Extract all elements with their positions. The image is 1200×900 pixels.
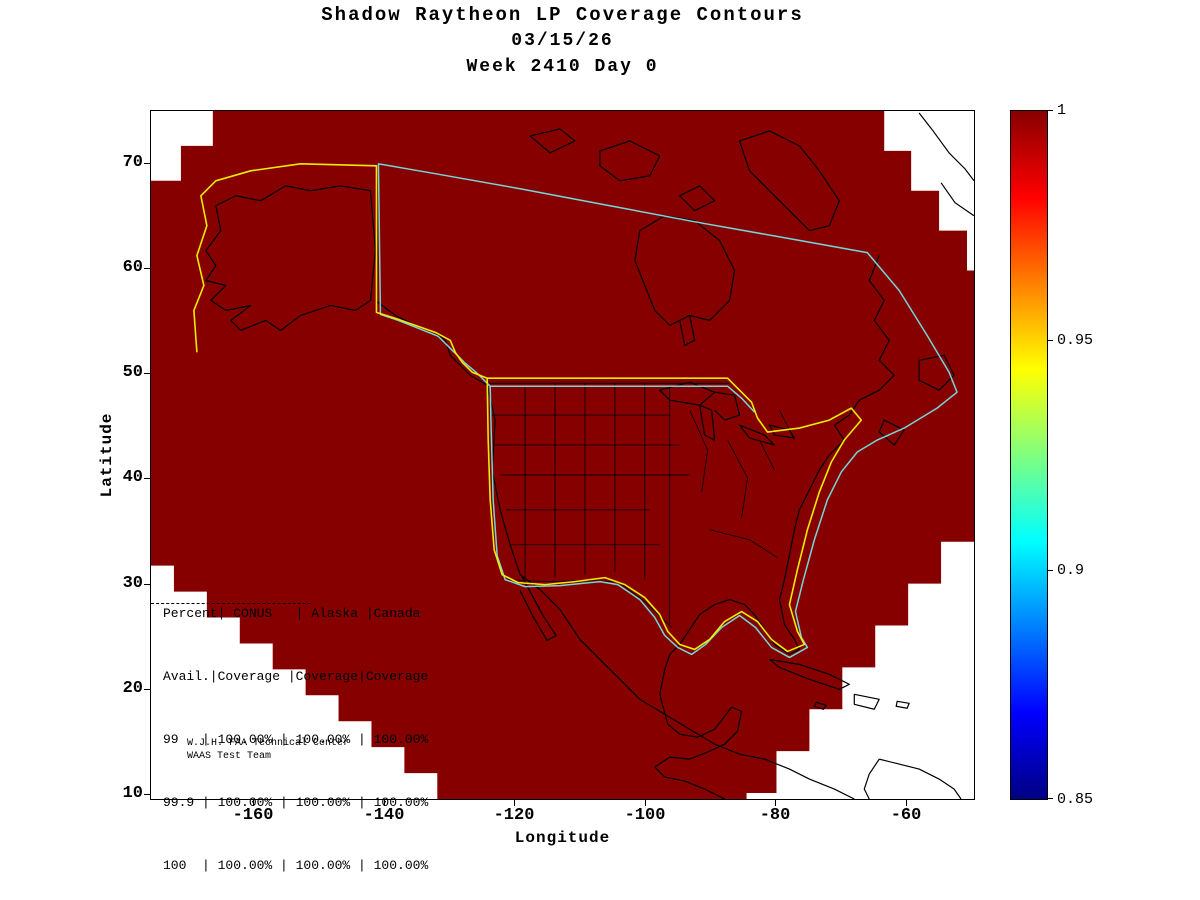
x-tick-mark <box>645 800 646 806</box>
x-tick-label: -80 <box>759 806 791 825</box>
y-tick-mark <box>144 373 150 374</box>
colorbar-tick-label: 1 <box>1057 102 1067 119</box>
availability-table-row-99-9: 99.9 | 100.00% | 100.00% | 100.00% <box>163 795 429 810</box>
colorbar-tick-mark <box>1048 340 1053 341</box>
y-tick-label: 20 <box>122 679 143 698</box>
availability-table: Percent| CONUS | Alaska |Canada Avail.|C… <box>163 561 428 900</box>
y-tick-label: 50 <box>122 363 143 382</box>
colorbar-tick-label: 0.85 <box>1057 791 1094 808</box>
coastline-west <box>205 185 855 799</box>
attribution-line-2: WAAS Test Team <box>187 751 272 762</box>
colorbar-tick-mark <box>1048 110 1053 111</box>
x-axis-label: Longitude <box>514 829 611 847</box>
plot-area: Percent| CONUS | Alaska |Canada Avail.|C… <box>150 110 975 873</box>
y-tick-mark <box>144 794 150 795</box>
colorbar-tick-label: 0.9 <box>1057 562 1085 579</box>
x-tick-mark <box>906 800 907 806</box>
availability-table-row-100: 100 | 100.00% | 100.00% | 100.00% <box>163 858 429 873</box>
attribution-line-1: W.J.H. FAA Technical Center <box>187 738 350 749</box>
y-tick-label: 30 <box>122 574 143 593</box>
x-tick-mark <box>253 800 254 806</box>
x-tick-label: -60 <box>890 806 922 825</box>
x-tick-label: -120 <box>493 806 535 825</box>
y-tick-mark <box>144 689 150 690</box>
y-tick-label: 60 <box>122 258 143 277</box>
greenland-coastline <box>918 112 974 217</box>
y-tick-label: 40 <box>122 468 143 487</box>
y-tick-mark <box>144 478 150 479</box>
x-tick-label: -140 <box>363 806 405 825</box>
x-tick-label: -160 <box>232 806 274 825</box>
y-tick-mark <box>144 163 150 164</box>
y-tick-mark <box>144 268 150 269</box>
y-tick-label: 70 <box>122 153 143 172</box>
colorbar <box>1010 110 1048 800</box>
x-tick-mark <box>775 800 776 806</box>
cyan-contour <box>377 163 958 659</box>
title-line-1: Shadow Raytheon LP Coverage Contours <box>321 4 804 26</box>
state-borders <box>487 382 795 628</box>
title-line-2: 03/15/26 <box>511 31 614 51</box>
coastline-east <box>654 255 962 799</box>
coverage-map <box>151 111 974 799</box>
chart-title-block: Shadow Raytheon LP Coverage Contours 03/… <box>150 2 975 80</box>
availability-table-row-99: 99 | 100.00% | 100.00% | 100.00% <box>163 732 429 747</box>
x-tick-label: -100 <box>624 806 666 825</box>
y-tick-label: 10 <box>122 784 143 803</box>
attribution: W.J.H. FAA Technical Center WAAS Test Te… <box>187 737 349 763</box>
coverage-region <box>151 111 974 799</box>
y-tick-mark <box>144 584 150 585</box>
availability-table-header-2: Avail.|Coverage |Coverage|Coverage <box>163 669 429 684</box>
x-tick-mark <box>384 800 385 806</box>
y-axis-label: Latitude <box>98 412 116 498</box>
coastline-north <box>529 128 955 446</box>
x-tick-mark <box>514 800 515 806</box>
yellow-contour-conus <box>486 377 863 653</box>
availability-table-header-1: Percent| CONUS | Alaska |Canada <box>163 606 421 621</box>
yellow-contour-alaska <box>193 163 488 379</box>
title-line-3: Week 2410 Day 0 <box>466 57 659 77</box>
colorbar-tick-label: 0.95 <box>1057 332 1094 349</box>
colorbar-tick-mark <box>1048 798 1053 799</box>
availability-table-separator <box>151 603 311 604</box>
colorbar-tick-mark <box>1048 570 1053 571</box>
